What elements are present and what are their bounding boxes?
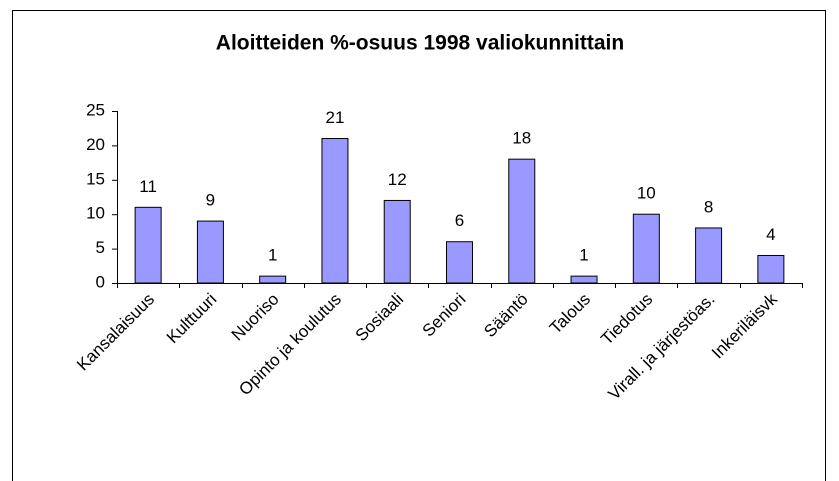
y-tick-label: 25	[86, 100, 105, 119]
data-label: 4	[766, 225, 775, 244]
bar	[196, 220, 224, 284]
bar	[632, 213, 660, 284]
bar	[383, 199, 411, 284]
y-tick-label: 20	[86, 135, 105, 154]
data-label: 12	[388, 170, 407, 189]
chart-title: Aloitteiden %-osuus 1998 valiokunnittain	[216, 32, 624, 55]
y-tick-label: 5	[96, 238, 105, 257]
data-label: 21	[325, 108, 344, 127]
y-tick-label: 15	[86, 169, 105, 188]
bar	[695, 227, 723, 284]
bar	[570, 275, 598, 284]
data-label: 8	[704, 197, 713, 216]
data-label: 10	[637, 184, 656, 203]
data-label: 6	[455, 211, 464, 230]
data-label: 1	[579, 246, 588, 265]
bar	[259, 275, 287, 284]
bar	[321, 138, 349, 284]
data-label: 18	[512, 129, 531, 148]
bar	[757, 254, 785, 284]
bar	[134, 206, 162, 284]
data-label: 11	[139, 177, 157, 196]
data-label: 1	[268, 246, 277, 265]
y-tick-label: 0	[96, 272, 105, 291]
bar	[446, 241, 473, 284]
y-tick-label: 10	[86, 204, 105, 223]
data-label: 9	[206, 191, 215, 210]
bar	[508, 158, 536, 284]
